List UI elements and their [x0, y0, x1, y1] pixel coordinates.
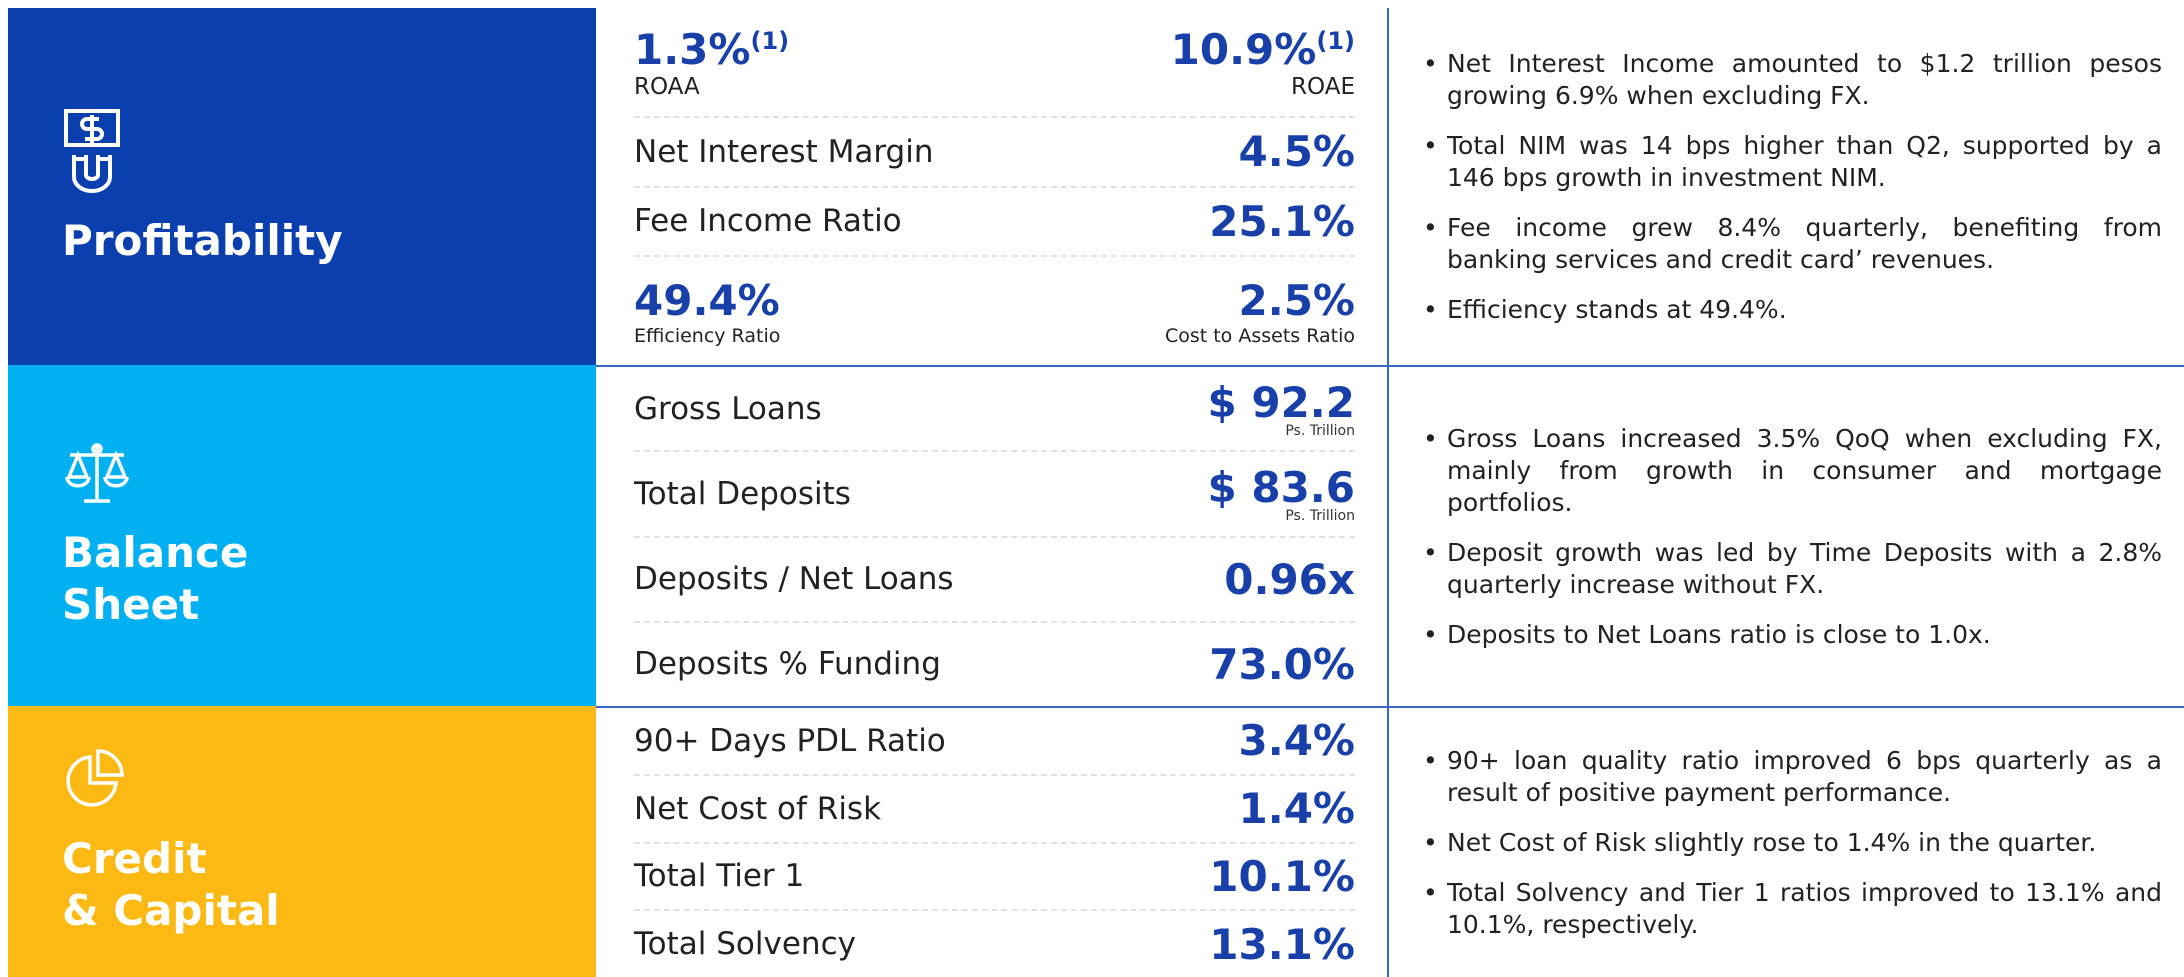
metric-value: $ 92.2: [1207, 378, 1355, 428]
metric-label: Net Cost of Risk: [634, 790, 882, 827]
bullet: Gross Loans increased 3.5% QoQ when excl…: [1423, 423, 2162, 519]
metric-row: Total Deposits $ 83.6 Ps. Trillion: [634, 452, 1355, 538]
section-header: Credit & Capital: [8, 706, 596, 977]
section-header: Balance Sheet: [8, 365, 596, 706]
section-title: Profitability: [62, 215, 343, 265]
metric-value-wrap: $ 83.6 Ps. Trillion: [1208, 463, 1355, 524]
section-title: Balance: [62, 527, 249, 577]
metric-value-wrap: 3.4%: [1239, 716, 1355, 765]
metric-value-wrap: $ 92.2 Ps. Trillion: [1208, 378, 1355, 439]
metric-row: 90+ Days PDL Ratio 3.4%: [634, 708, 1355, 776]
value: 2.5%: [1238, 275, 1355, 325]
metrics: 90+ Days PDL Ratio 3.4% Net Cost of Risk 1.…: [596, 706, 1389, 977]
metric-value: 73.0%: [1209, 639, 1355, 689]
metric-label: Cost to Assets Ratio: [1164, 324, 1355, 347]
metric-value-wrap: 73.0%: [1209, 640, 1355, 689]
metric-value: 2.5%: [1239, 276, 1355, 325]
metrics: 1.3%(1) ROAA 10.9%(1) ROAE Net Interest Marg…: [596, 8, 1389, 365]
value: 10.9%: [1170, 24, 1317, 74]
metric-label: Net Interest Margin: [634, 133, 934, 170]
metric-label: Deposits % Funding: [634, 646, 941, 683]
icon: [65, 442, 129, 503]
profitability-section: Profitability 1.3%(1) ROAA 10.9%(1) ROAE Net…: [0, 8, 2184, 365]
metric: 2.5% Cost to Assets Ratio: [1165, 257, 1355, 365]
metric-row: Total Solvency 13.1%: [634, 911, 1355, 977]
metric-value: 10.1%: [1209, 851, 1355, 901]
bullet: Total NIM was 14 bps higher than Q2, sup…: [1423, 130, 2162, 194]
metric-value-wrap: 4.5%: [1239, 127, 1355, 176]
section-header: Profitability: [8, 8, 596, 365]
icon: [66, 748, 124, 807]
value: 1.3%: [634, 24, 751, 74]
section-title: & Capital: [62, 885, 280, 935]
value: 49.4%: [634, 275, 780, 325]
icon: [64, 108, 120, 193]
metric-value-wrap: 0.96x: [1224, 555, 1355, 604]
metric-row: Fee Income Ratio 25.1%: [634, 188, 1355, 257]
metric-label: ROAE: [1291, 73, 1355, 100]
metric-value: 1.3%(1): [634, 25, 789, 74]
bullet: Deposits to Net Loans ratio is close to …: [1423, 619, 2162, 651]
bullet: Net Interest Income amounted to $1.2 tri…: [1423, 48, 2162, 112]
metric-value: 0.96x: [1224, 554, 1355, 604]
metric-row: Net Interest Margin 4.5%: [634, 118, 1355, 188]
metric-value: 49.4%: [634, 276, 780, 325]
metric-value-wrap: 1.4%: [1239, 784, 1355, 833]
bullet: 90+ loan quality ratio improved 6 bps qu…: [1423, 745, 2162, 809]
section-title: Credit: [62, 833, 207, 883]
metric-value: 25.1%: [1209, 196, 1355, 246]
metric: 1.3%(1) ROAA: [634, 8, 789, 116]
bullet: Deposit growth was led by Time Deposits …: [1423, 537, 2162, 601]
metric-label: ROAA: [634, 73, 700, 100]
unit: Ps. Trillion: [1285, 423, 1355, 440]
unit: Ps. Trillion: [1285, 508, 1355, 525]
metric-value: 13.1%: [1209, 919, 1355, 969]
metric-value-wrap: 25.1%: [1209, 197, 1355, 246]
commentary: Net Interest Income amounted to $1.2 tri…: [1389, 8, 2184, 365]
footnote: (1): [750, 26, 790, 55]
metric-value: $ 83.6: [1207, 463, 1355, 513]
metric-value: 4.5%: [1238, 127, 1355, 177]
metric-row: Deposits % Funding 73.0%: [634, 623, 1355, 706]
metric-value: 10.9%(1): [1171, 25, 1355, 74]
metric-pair: 49.4% Efficiency Ratio 2.5% Cost to Assets …: [634, 257, 1355, 365]
balance-section: Balance Sheet Gross Loans $ 92.2 Ps. Trilli…: [0, 365, 2184, 706]
metric-label: 90+ Days PDL Ratio: [634, 722, 946, 759]
metric: 49.4% Efficiency Ratio: [634, 257, 780, 365]
metric-row: Gross Loans $ 92.2 Ps. Trillion: [634, 367, 1355, 453]
metric-row: Total Tier 1 10.1%: [634, 844, 1355, 912]
metrics: Gross Loans $ 92.2 Ps. Trillion Total Depos…: [596, 365, 1389, 706]
credit-section: Credit & Capital 90+ Days PDL Ratio 3.4% Ne…: [0, 706, 2184, 977]
metric-label: Deposits / Net Loans: [634, 561, 954, 598]
metric-value: 3.4%: [1238, 716, 1355, 766]
footnote: (1): [1316, 26, 1355, 55]
bullet: Net Cost of Risk slightly rose to 1.4% i…: [1423, 827, 2162, 859]
metric-value-wrap: 13.1%: [1209, 920, 1355, 969]
metric-label: Total Tier 1: [634, 858, 805, 895]
commentary: 90+ loan quality ratio improved 6 bps qu…: [1389, 706, 2184, 977]
metric: 10.9%(1) ROAE: [1171, 8, 1355, 116]
bullet: Total Solvency and Tier 1 ratios improve…: [1423, 877, 2162, 941]
metric-label: Gross Loans: [634, 390, 822, 427]
metric-row: Deposits / Net Loans 0.96x: [634, 538, 1355, 623]
metric-label: Efficiency Ratio: [634, 324, 781, 347]
metric-value: 1.4%: [1238, 784, 1355, 834]
bullet: Efficiency stands at 49.4%.: [1423, 294, 2162, 326]
metric-pair: 1.3%(1) ROAA 10.9%(1) ROAE: [634, 8, 1355, 118]
metric-label: Total Solvency: [634, 926, 856, 963]
section-title: Sheet: [62, 579, 200, 629]
metric-label: Fee Income Ratio: [634, 203, 902, 240]
metric-value-wrap: 10.1%: [1209, 852, 1355, 901]
commentary: Gross Loans increased 3.5% QoQ when excl…: [1389, 365, 2184, 706]
metric-row: Net Cost of Risk 1.4%: [634, 776, 1355, 844]
metric-label: Total Deposits: [634, 475, 851, 512]
bullet: Fee income grew 8.4% quarterly, benefiti…: [1423, 212, 2162, 276]
